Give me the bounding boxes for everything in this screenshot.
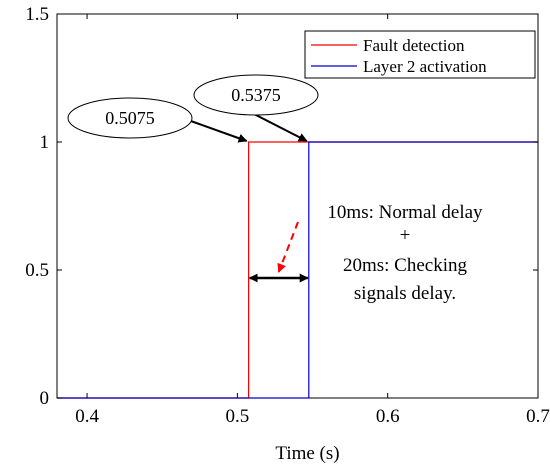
- legend-box: [304, 30, 536, 79]
- callout-ellipse: [193, 74, 319, 116]
- plot-overlay: Fault detection Layer 2 activation 0.5075 0…: [67, 30, 536, 304]
- callout: 0.5375: [193, 74, 319, 142]
- annotation-line: 20ms: Checking: [343, 255, 468, 276]
- annotation-line: signals delay.: [354, 283, 456, 304]
- callout-ellipse: [67, 97, 193, 139]
- plot-marks: 0.4 0.5 0.6 0.7 0 0.5 1 1.5 Time (s): [25, 4, 550, 464]
- annotation-line: 10ms: Normal delay: [327, 202, 483, 223]
- annotation-arrow: [277, 221, 299, 273]
- callout-arrow: [249, 111, 308, 142]
- callout-label: 0.5075: [105, 108, 155, 128]
- x-tick-label: 0.5: [226, 406, 250, 427]
- callout: 0.5075: [67, 97, 248, 143]
- annotation-line: +: [400, 225, 411, 246]
- y-tick-label: 1.5: [25, 4, 49, 25]
- legend-entry-label: Layer 2 activation: [363, 57, 487, 76]
- y-tick-label: 0.5: [25, 260, 49, 281]
- legend-entry-label: Fault detection: [363, 36, 465, 55]
- x-tick-label: 0.7: [526, 406, 550, 427]
- series-line-layer-2-activation: [57, 141, 538, 399]
- y-tick-label: 1: [40, 132, 50, 153]
- legend: Fault detection Layer 2 activation: [304, 30, 536, 79]
- callout-arrow: [187, 119, 248, 143]
- x-axis-label: Time (s): [275, 443, 339, 464]
- x-tick-label: 0.4: [75, 406, 99, 427]
- y-tick-label: 0: [40, 388, 50, 409]
- callout-label: 0.5375: [231, 85, 281, 105]
- x-tick-label: 0.6: [376, 406, 400, 427]
